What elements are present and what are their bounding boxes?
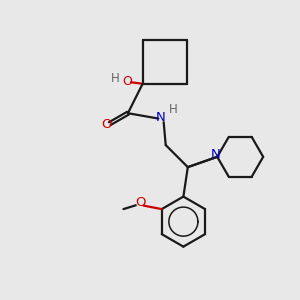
Text: H: H <box>169 103 178 116</box>
Text: N: N <box>211 148 221 161</box>
Text: H: H <box>111 72 119 85</box>
Text: O: O <box>135 196 146 209</box>
Text: O: O <box>101 118 112 131</box>
Text: N: N <box>155 111 165 124</box>
Text: O: O <box>122 75 132 88</box>
